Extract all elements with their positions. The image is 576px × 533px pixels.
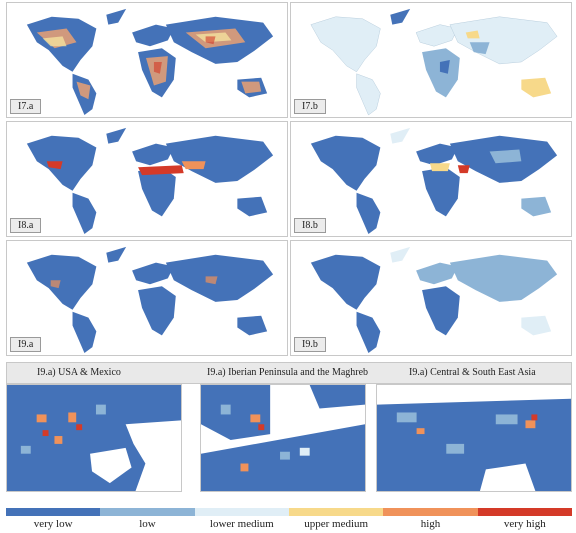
zoom-map-iberia-maghreb: [200, 384, 366, 492]
zoom-map-central-se-asia: [376, 384, 572, 492]
zoom-title-usa-mexico: I9.a) USA & Mexico: [37, 367, 121, 378]
legend-labels: very low low lower medium upper medium h…: [6, 518, 572, 532]
legend-label: low: [139, 518, 156, 530]
panel-label: I7.a: [10, 99, 42, 114]
world-map: [310, 8, 558, 116]
panel-label: I8.b: [294, 218, 326, 233]
world-map: [26, 127, 274, 235]
legend-swatch-lower-medium: [194, 508, 289, 516]
zoom-title-iberia-maghreb: I9.a) Iberian Peninsula and the Maghreb: [207, 367, 369, 378]
map-panel-i8b: I8.b: [290, 121, 572, 237]
legend-label: very high: [503, 518, 546, 530]
world-map: [310, 246, 558, 354]
legend-swatch-upper-medium: [288, 508, 384, 516]
legend-swatch-low: [100, 508, 195, 516]
legend-swatch-very-high: [477, 508, 572, 516]
legend-label: upper medium: [304, 518, 369, 530]
zoom-title-central-se-asia: I9.a) Central & South East Asia: [409, 367, 536, 378]
panel-label: I7.b: [294, 99, 326, 114]
legend-swatch-high: [383, 508, 478, 516]
map-panel-i7b: I7.b: [290, 2, 572, 118]
world-map: [310, 127, 558, 235]
world-map: [26, 246, 274, 354]
panel-label: I8.a: [10, 218, 42, 233]
zoom-map-usa-mexico: [6, 384, 182, 492]
legend-swatch-very-low: [6, 508, 101, 516]
panel-label: I9.a: [10, 337, 42, 352]
legend-label: very low: [33, 518, 73, 530]
map-panel-i9b: I9.b: [290, 240, 572, 356]
map-panel-i8a: I8.a: [6, 121, 288, 237]
legend-label: lower medium: [209, 518, 274, 530]
world-map: [26, 8, 274, 116]
map-panel-i7a: I7.a: [6, 2, 288, 118]
zoom-title-bar: I9.a) USA & Mexico I9.a) Iberian Peninsu…: [6, 362, 572, 384]
map-panel-i9a: I9.a: [6, 240, 288, 356]
legend-color-bar: [6, 508, 572, 516]
legend-label: high: [420, 518, 441, 530]
panel-label: I9.b: [294, 337, 326, 352]
